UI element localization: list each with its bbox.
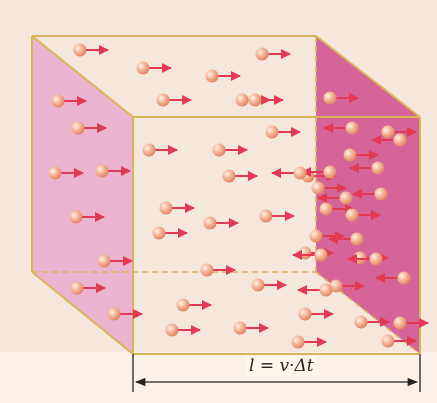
particle-right — [204, 217, 217, 230]
particle-left — [315, 249, 328, 262]
particle-right — [74, 44, 87, 57]
particle-right — [143, 144, 156, 157]
particle-right — [213, 144, 226, 157]
particle-right — [310, 230, 323, 243]
particle-right — [71, 282, 84, 295]
particle-right — [153, 227, 166, 240]
particle-right — [234, 322, 247, 335]
dimension-label: l = v·Δt — [246, 356, 317, 376]
particle-right — [157, 94, 170, 107]
particle-right — [206, 70, 219, 83]
particle-right — [252, 279, 265, 292]
particle-right — [260, 210, 273, 223]
particle-left — [375, 188, 388, 201]
particle-left — [370, 253, 383, 266]
particle-right — [98, 255, 111, 268]
particle-right — [355, 316, 368, 329]
particle-left — [346, 122, 359, 135]
particle-right — [382, 335, 395, 348]
particle-right — [201, 264, 214, 277]
particle-left — [340, 192, 353, 205]
particle-left — [394, 134, 407, 147]
particle-left — [324, 166, 337, 179]
particle-right — [49, 167, 62, 180]
particle-right — [160, 202, 173, 215]
particle-left — [398, 272, 411, 285]
particle-right — [249, 94, 262, 107]
particle-left — [294, 167, 307, 180]
particle-right — [266, 126, 279, 139]
particle-right — [223, 170, 236, 183]
particle-right — [394, 317, 407, 330]
particle-right — [299, 247, 312, 260]
particle-right — [236, 94, 249, 107]
particle-right — [177, 299, 190, 312]
particle-right — [256, 48, 269, 61]
particle-right — [382, 126, 395, 139]
particle-right — [108, 308, 121, 321]
particle-right — [292, 336, 305, 349]
particle-right — [96, 165, 109, 178]
particle-right — [166, 324, 179, 337]
particle-right — [70, 211, 83, 224]
particle-left — [351, 233, 364, 246]
bottom-strip — [0, 352, 437, 403]
particle-right — [312, 182, 325, 195]
particle-right — [52, 95, 65, 108]
particle-right — [299, 308, 312, 321]
particle-left — [320, 284, 333, 297]
particle-right — [324, 92, 337, 105]
particle-right — [72, 122, 85, 135]
particle-left — [372, 162, 385, 175]
particle-right — [346, 209, 359, 222]
particle-right — [137, 62, 150, 75]
particle-right — [320, 203, 333, 216]
particle-right — [344, 149, 357, 162]
